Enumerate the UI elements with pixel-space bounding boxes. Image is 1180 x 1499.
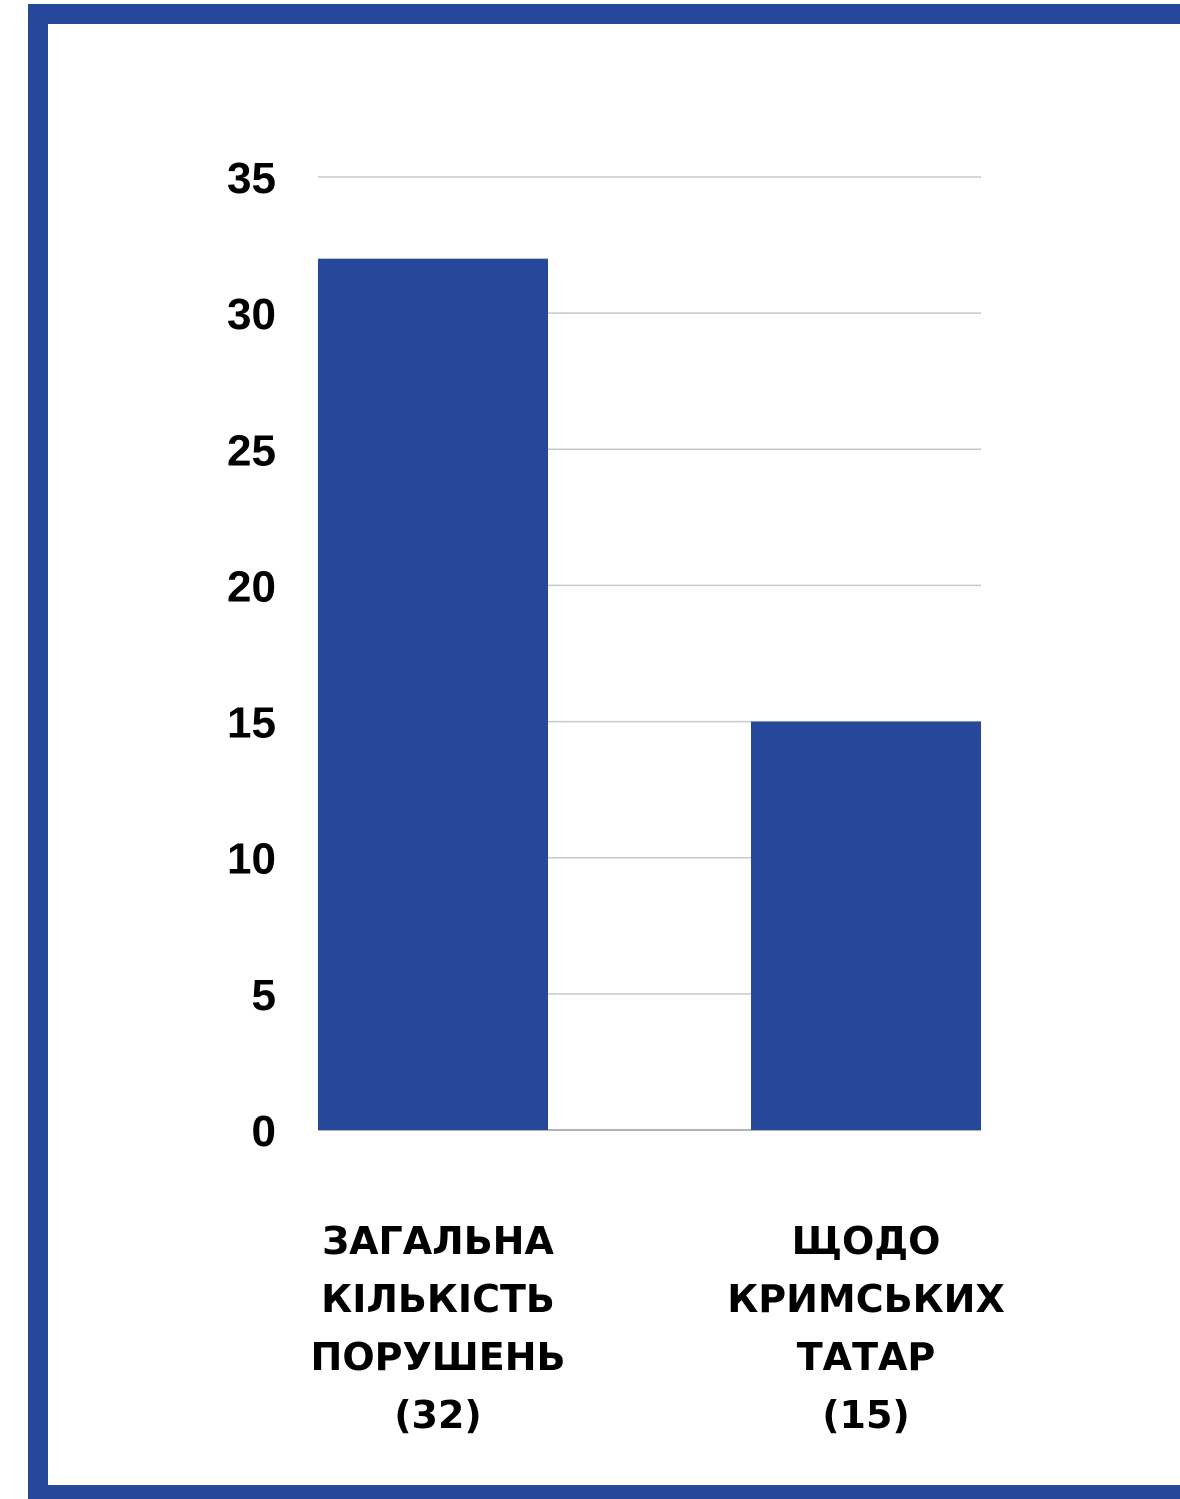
category-label-0-line-1: КІЛЬКІСТЬ xyxy=(321,1277,555,1321)
category-label-1-line-2: ТАТАР xyxy=(796,1335,936,1379)
y-tick-label-25: 25 xyxy=(227,426,276,475)
category-label-0-line-3: (32) xyxy=(394,1393,482,1437)
bar-0 xyxy=(318,258,548,1131)
y-tick-label-5: 5 xyxy=(252,971,276,1020)
category-label-1-line-0: ЩОДО xyxy=(791,1219,941,1263)
bars xyxy=(318,258,981,1131)
y-tick-label-10: 10 xyxy=(227,835,276,884)
category-label-0: ЗАГАЛЬНА КІЛЬКІСТЬ ПОРУШЕНЬ (32) xyxy=(268,1212,608,1444)
y-tick-label-30: 30 xyxy=(227,290,276,339)
y-tick-label-0: 0 xyxy=(252,1107,276,1156)
y-axis-tick-labels: 0 5 10 15 20 25 30 35 xyxy=(227,154,276,1156)
category-label-0-line-0: ЗАГАЛЬНА xyxy=(322,1219,554,1263)
y-tick-label-20: 20 xyxy=(227,562,276,611)
chart-frame xyxy=(28,4,1180,1499)
category-label-1: ЩОДО КРИМСЬКИХ ТАТАР (15) xyxy=(696,1212,1036,1444)
category-label-1-line-3: (15) xyxy=(822,1393,910,1437)
category-label-1-line-1: КРИМСЬКИХ xyxy=(727,1277,1005,1321)
category-label-0-line-2: ПОРУШЕНЬ xyxy=(310,1335,566,1379)
bar-1 xyxy=(751,721,981,1130)
y-tick-label-35: 35 xyxy=(227,154,276,203)
y-tick-label-15: 15 xyxy=(227,699,276,748)
